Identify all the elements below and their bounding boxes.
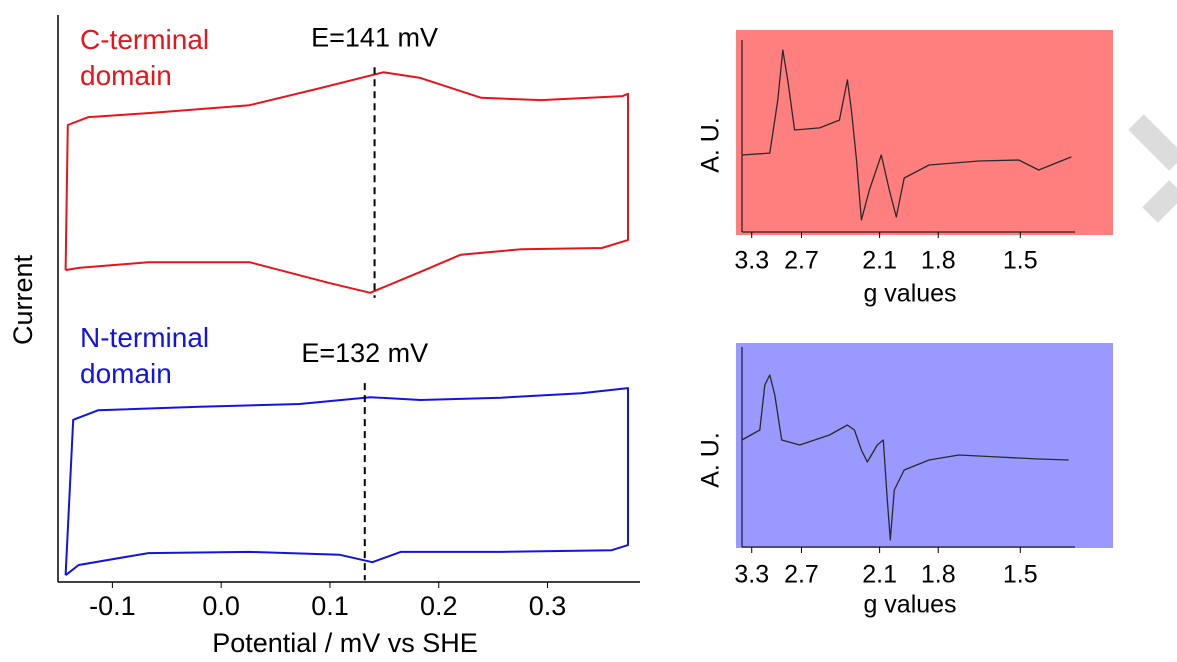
x-axis-label: g values	[863, 280, 956, 308]
series-line	[64, 387, 629, 576]
x-tick-label: -0.1	[89, 591, 136, 621]
x-tick-label: 2.1	[862, 561, 897, 589]
series-line	[64, 71, 629, 294]
x-tick-label: 0.3	[529, 591, 567, 621]
series-line	[741, 374, 1069, 541]
series-name: C-terminal domain	[80, 24, 210, 91]
x-tick-label: 1.8	[921, 247, 956, 275]
x-tick-label: 3.3	[734, 561, 769, 589]
y-axis-label: A. U.	[697, 432, 725, 488]
x-tick-label: 1.8	[921, 561, 956, 589]
series-line	[741, 49, 1072, 221]
x-tick-label: 1.5	[1003, 561, 1038, 589]
x-tick-label: 0.2	[420, 591, 458, 621]
x-tick-label: 2.7	[784, 247, 819, 275]
midpoint-label: E=141 mV	[311, 22, 438, 52]
x-tick-label: 2.7	[784, 561, 819, 589]
x-axis-label: Potential / mV vs SHE	[212, 628, 478, 658]
x-axis-label: g values	[863, 591, 956, 619]
x-tick-label: 2.1	[862, 247, 897, 275]
y-axis-label: A. U.	[697, 117, 725, 173]
x-tick-label: 1.5	[1003, 247, 1038, 275]
y-axis-label: Current	[8, 254, 38, 345]
x-tick-label: 3.3	[734, 247, 769, 275]
x-tick-label: 0.0	[202, 591, 240, 621]
plot-background	[736, 30, 1113, 235]
decoration	[1128, 114, 1177, 223]
series-name: N-terminal domain	[80, 322, 210, 389]
midpoint-label: E=132 mV	[301, 338, 428, 368]
plot-background	[736, 343, 1113, 548]
x-tick-label: 0.1	[311, 591, 349, 621]
